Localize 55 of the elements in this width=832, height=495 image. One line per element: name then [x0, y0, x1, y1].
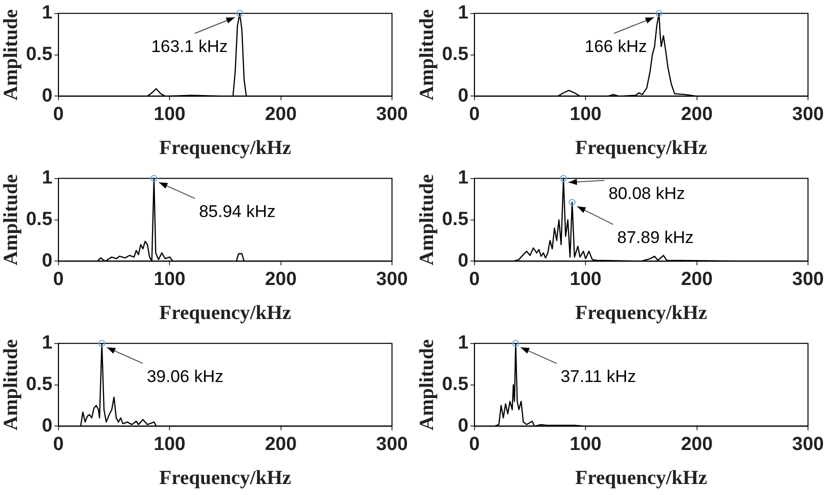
y-axis-title: Amplitude — [416, 9, 438, 100]
x-axis-title: Frequency/kHz — [575, 302, 708, 324]
x-tick-label: 200 — [680, 104, 713, 125]
annotation: 39.06 kHz — [146, 367, 224, 386]
annotation: 85.94 kHz — [198, 202, 276, 222]
x-tick-label: 200 — [680, 434, 713, 455]
y-axis-title: Amplitude — [0, 339, 22, 430]
annotation: 163.1 kHz — [151, 37, 228, 56]
x-tick-label: 200 — [680, 268, 713, 290]
annotation: 37.11 kHz — [560, 367, 636, 386]
x-tick-label: 300 — [376, 434, 408, 455]
y-axis-title: Amplitude — [0, 9, 22, 100]
x-axis-title: Frequency/kHz — [159, 467, 292, 490]
y-tick-label: 1 — [458, 168, 469, 189]
x-tick-label: 100 — [154, 268, 186, 290]
y-tick-label: 0 — [42, 250, 52, 272]
y-tick-label: 0.5 — [442, 209, 469, 230]
x-axis-title: Frequency/kHz — [575, 137, 708, 160]
x-tick-label: 200 — [264, 268, 297, 290]
x-tick-label: 100 — [570, 434, 602, 455]
y-tick-label: 0.5 — [442, 44, 469, 66]
annotation: 80.08 kHz — [608, 184, 686, 204]
y-tick-label: 0 — [42, 85, 52, 106]
x-tick-label: 100 — [154, 104, 186, 125]
x-axis-title: Frequency/kHz — [159, 302, 292, 324]
x-tick-label: 300 — [792, 104, 824, 125]
x-axis-title: Frequency/kHz — [575, 467, 708, 490]
x-tick-label: 300 — [792, 268, 824, 290]
annotation: 87.89 kHz — [617, 228, 694, 248]
y-tick-label: 0.5 — [26, 209, 53, 230]
y-tick-label: 0 — [458, 415, 468, 436]
y-tick-label: 1 — [42, 2, 53, 24]
x-tick-label: 300 — [376, 268, 408, 290]
y-tick-label: 0 — [458, 250, 468, 272]
x-tick-label: 200 — [264, 434, 297, 455]
y-axis-title: Amplitude — [0, 174, 22, 266]
x-tick-label: 300 — [376, 104, 408, 125]
y-axis-title: Amplitude — [416, 174, 438, 266]
y-axis-title: Amplitude — [416, 339, 438, 430]
x-axis-title: Frequency/kHz — [159, 137, 292, 160]
y-tick-label: 0 — [458, 85, 468, 106]
x-tick-label: 200 — [264, 104, 297, 125]
y-tick-label: 1 — [458, 332, 469, 354]
y-tick-label: 0 — [42, 415, 52, 436]
x-tick-label: 100 — [570, 268, 602, 290]
y-tick-label: 1 — [42, 332, 53, 354]
annotation: 166 kHz — [584, 37, 647, 56]
x-tick-label: 300 — [792, 434, 824, 455]
x-tick-label: 100 — [570, 104, 602, 125]
y-tick-label: 0.5 — [26, 44, 53, 66]
y-tick-label: 0.5 — [26, 374, 53, 396]
x-tick-label: 100 — [154, 434, 186, 455]
y-tick-label: 1 — [42, 168, 53, 189]
y-tick-label: 1 — [458, 2, 469, 24]
y-tick-label: 0.5 — [442, 374, 469, 396]
